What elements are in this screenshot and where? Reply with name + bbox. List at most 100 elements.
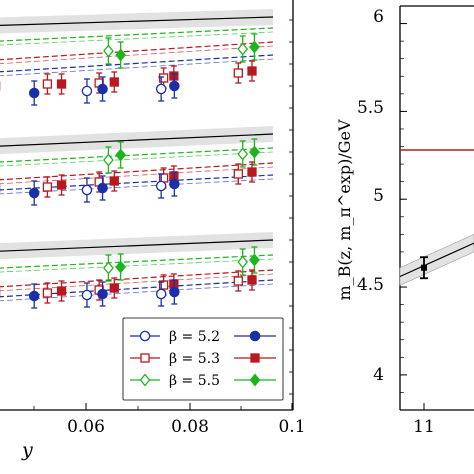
right-y-tick-5: 5 (373, 186, 384, 206)
marker-circle (81, 184, 93, 196)
marker-square (233, 276, 243, 286)
data-point-red-0-12 (233, 62, 243, 84)
fit-line-red-edge-0 (0, 45, 274, 65)
data-point-blue-1-17 (97, 175, 108, 201)
marker-circle (155, 288, 167, 300)
legend-label: β = 5.2 (169, 329, 220, 345)
data-point-green-1-2 (115, 141, 126, 169)
legend-label: β = 5.3 (169, 351, 220, 367)
marker-diamond (103, 44, 114, 58)
marker-square (56, 286, 67, 296)
data-point-red-1-12 (233, 163, 243, 185)
marker-circle (28, 187, 40, 199)
data-point-red-1-13 (247, 161, 257, 183)
fit-line-blue-edge-0 (0, 58, 274, 77)
data-point-blue-1-18 (155, 173, 167, 199)
marker-circle (169, 80, 180, 92)
data-point-blue-2-16 (81, 282, 93, 308)
fit-line-green-1 (0, 147, 274, 163)
right-x-tick-11: 11 (413, 417, 435, 437)
marker-circle (169, 286, 180, 298)
fit-line-red-0 (0, 41, 274, 61)
data-point-blue-0-19 (169, 73, 180, 99)
right-data-point (420, 256, 428, 280)
marker-square (247, 66, 257, 76)
fit-line-black-0 (0, 16, 274, 26)
fit-line-blue-edge-2 (0, 283, 274, 302)
marker-square (42, 288, 53, 298)
legend-marker-open (140, 353, 150, 363)
fit-line-green-0 (0, 27, 274, 42)
marker (421, 264, 427, 271)
marker-circle (28, 290, 40, 302)
marker-diamond (103, 261, 114, 275)
fit-line-blue-edge-1 (0, 178, 274, 195)
marker-square (42, 79, 53, 89)
legend-entry-green: β = 5.5 (130, 373, 276, 389)
data-point-green-2-3 (237, 248, 249, 276)
data-point-blue-2-15 (28, 283, 40, 309)
marker-square (247, 275, 257, 285)
x-axis-label: y (21, 439, 33, 461)
x-tick-label-2: 0.1 (278, 417, 305, 437)
marker-diamond (115, 260, 126, 274)
legend-entry-red: β = 5.3 (130, 351, 276, 367)
fit-line-blue-1 (0, 174, 274, 191)
marker-circle (155, 83, 167, 95)
fit-line-blue-0 (0, 54, 274, 73)
fit-line-green-2 (0, 254, 274, 269)
data-point-blue-2-19 (169, 279, 180, 305)
legend-marker-filled (249, 373, 261, 387)
marker-square (109, 176, 119, 186)
data-point-blue-0-15 (28, 80, 40, 106)
data-point-green-0-2 (115, 41, 126, 69)
fit-line-green-edge-0 (0, 31, 274, 46)
marker-diamond (249, 40, 260, 54)
marker-diamond (249, 253, 260, 267)
marker-square (42, 182, 53, 192)
data-point-green-2-2 (115, 253, 126, 281)
data-point-red-2-13 (247, 269, 257, 291)
legend-label: β = 5.5 (169, 373, 220, 389)
data-point-green-0-3 (237, 35, 249, 63)
marker-circle (81, 85, 93, 97)
data-point-red-2-12 (233, 270, 243, 292)
marker-square (56, 180, 67, 190)
data-point-red-2-7 (56, 280, 67, 302)
fit-line-blue-2 (0, 279, 274, 298)
data-point-red-1-7 (56, 174, 67, 196)
right-y-tick-4.5: 4.5 (357, 275, 384, 295)
marker-square (56, 79, 67, 89)
legend-marker-open (139, 373, 151, 387)
fit-line-red-edge-1 (0, 166, 274, 185)
fit-line-red-2 (0, 269, 274, 288)
right-y-tick-4: 4 (373, 365, 384, 385)
legend-marker-open (139, 330, 151, 342)
fit-line-red-1 (0, 162, 274, 181)
marker-circle (97, 288, 108, 300)
data-point-green-2-4 (249, 246, 260, 274)
data-point-blue-1-19 (169, 171, 180, 197)
marker-square (233, 68, 243, 78)
data-point-red-0-9 (109, 71, 119, 93)
right-chart: m_B(z, m_π^exp)/GeV (335, 5, 474, 411)
marker-circle (169, 178, 180, 190)
fit-line-black-1 (0, 133, 274, 147)
marker-diamond (103, 153, 114, 167)
marker-square (109, 283, 119, 293)
marker-diamond (237, 255, 249, 269)
marker-diamond (115, 48, 126, 62)
data-point-red-1-9 (109, 170, 119, 192)
right-y-tick-6: 6 (373, 7, 384, 27)
marker-circle (97, 182, 108, 194)
marker-circle (97, 83, 108, 95)
data-point-blue-0-17 (97, 76, 108, 102)
marker-square (158, 73, 169, 83)
data-point-red-2-9 (109, 277, 119, 299)
fit-line-black-2 (0, 239, 274, 252)
legend-marker-filled (250, 353, 260, 363)
data-point-green-2-1 (103, 254, 114, 282)
legend-marker-filled (249, 330, 261, 342)
right-y-axis-label: m_B(z, m_π^exp)/GeV (335, 119, 354, 300)
